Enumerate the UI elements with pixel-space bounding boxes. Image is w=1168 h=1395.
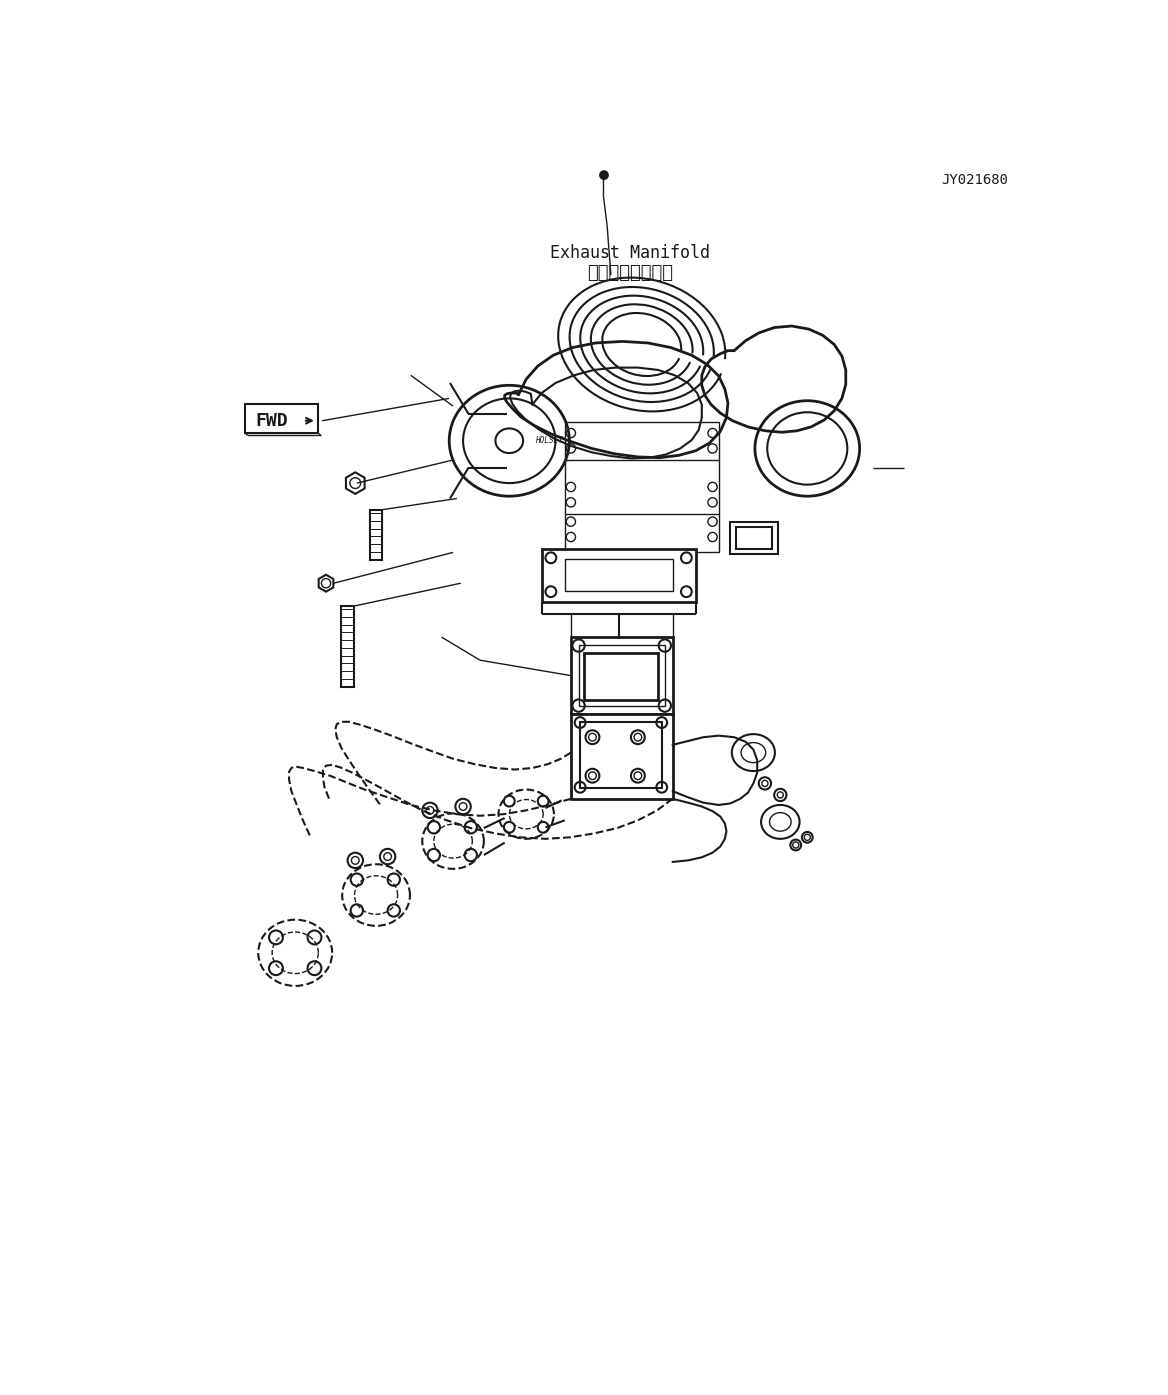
Bar: [584, 653, 658, 700]
Bar: [341, 607, 354, 688]
Text: Exhaust Manifold: Exhaust Manifold: [550, 244, 710, 262]
Bar: [370, 511, 382, 561]
Polygon shape: [571, 714, 673, 799]
Text: 排気マニホールド: 排気マニホールド: [588, 264, 673, 282]
Bar: [737, 527, 772, 548]
Text: JY021680: JY021680: [940, 173, 1008, 187]
Polygon shape: [542, 548, 696, 603]
Polygon shape: [571, 638, 673, 714]
Bar: [730, 522, 778, 554]
Text: HOLSET: HOLSET: [535, 437, 563, 445]
Bar: [580, 721, 662, 788]
Text: FWD: FWD: [255, 412, 287, 430]
Circle shape: [600, 172, 607, 179]
Bar: [245, 403, 319, 432]
